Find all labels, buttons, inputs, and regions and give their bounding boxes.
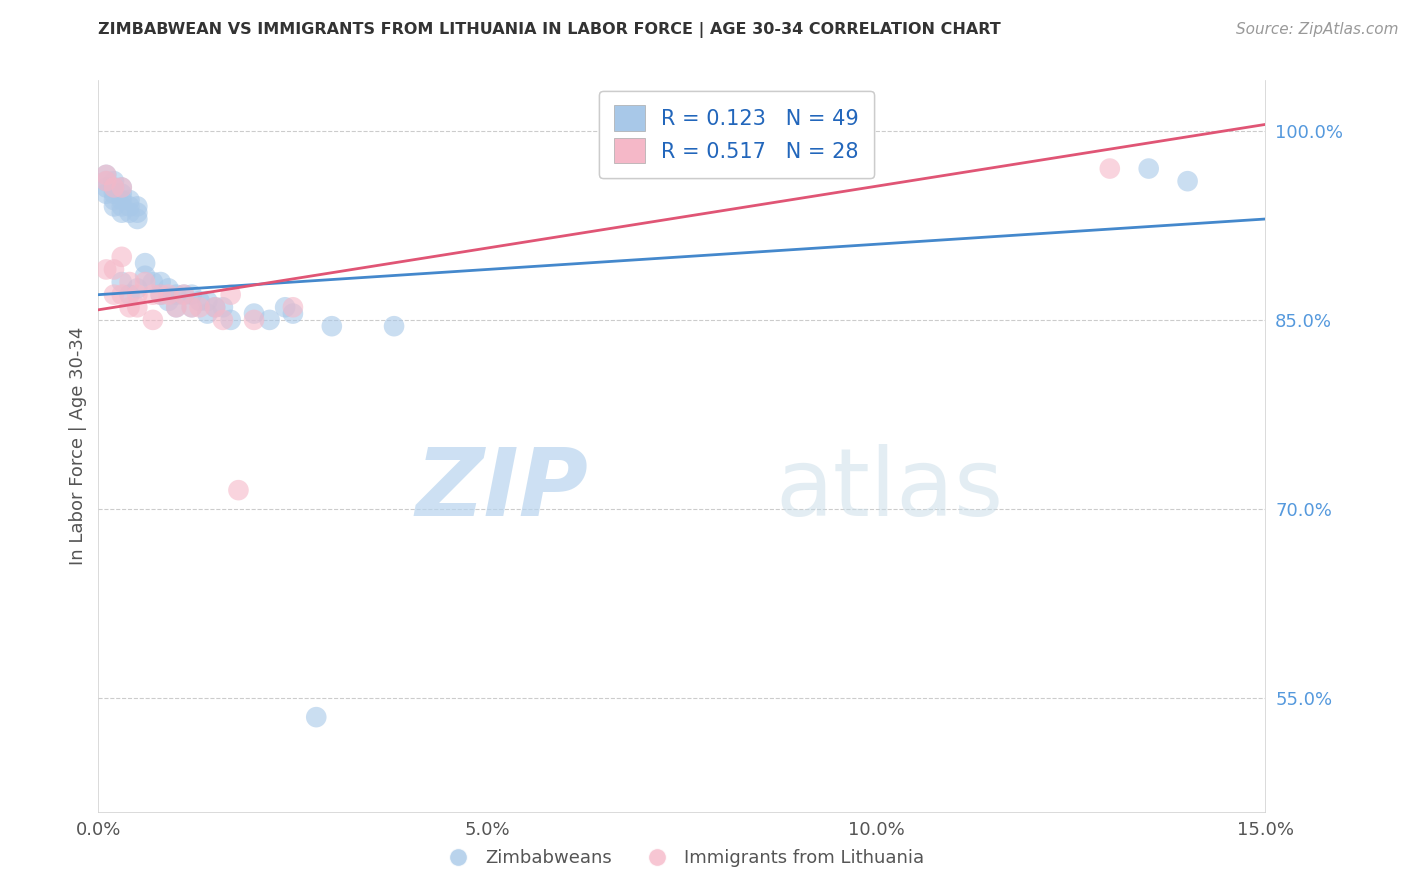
Point <box>118 300 141 314</box>
Point <box>118 199 141 213</box>
Point <box>281 300 304 314</box>
Point <box>305 710 328 724</box>
Point <box>142 313 165 327</box>
Point <box>127 199 149 213</box>
Point <box>103 174 125 188</box>
Text: atlas: atlas <box>775 444 1004 536</box>
Point <box>118 205 141 219</box>
Point <box>142 275 165 289</box>
Point <box>127 287 149 301</box>
Point <box>274 300 297 314</box>
Text: ZIMBABWEAN VS IMMIGRANTS FROM LITHUANIA IN LABOR FORCE | AGE 30-34 CORRELATION C: ZIMBABWEAN VS IMMIGRANTS FROM LITHUANIA … <box>98 22 1001 38</box>
Point <box>188 293 211 308</box>
Point <box>134 275 156 289</box>
Point <box>243 313 266 327</box>
Point <box>212 313 235 327</box>
Point <box>103 180 125 194</box>
Point <box>259 313 281 327</box>
Point <box>149 287 172 301</box>
Point <box>219 313 242 327</box>
Point <box>103 262 125 277</box>
Text: ZIP: ZIP <box>416 444 589 536</box>
Point <box>204 300 226 314</box>
Point <box>96 180 118 194</box>
Y-axis label: In Labor Force | Age 30-34: In Labor Force | Age 30-34 <box>69 326 87 566</box>
Point <box>204 300 226 314</box>
Point <box>134 256 156 270</box>
Point <box>173 287 195 301</box>
Point <box>103 287 125 301</box>
Point <box>96 174 118 188</box>
Text: Source: ZipAtlas.com: Source: ZipAtlas.com <box>1236 22 1399 37</box>
Point <box>111 199 134 213</box>
Legend: R = 0.123   N = 49, R = 0.517   N = 28: R = 0.123 N = 49, R = 0.517 N = 28 <box>599 91 873 178</box>
Point <box>111 287 134 301</box>
Point <box>134 268 156 283</box>
Point <box>111 250 134 264</box>
Point <box>111 193 134 207</box>
Point <box>157 293 180 308</box>
Point <box>103 199 125 213</box>
Point <box>243 307 266 321</box>
Point <box>96 186 118 201</box>
Point <box>1137 161 1160 176</box>
Point <box>96 168 118 182</box>
Point <box>118 287 141 301</box>
Point <box>281 307 304 321</box>
Point <box>188 300 211 314</box>
Point <box>149 287 172 301</box>
Point <box>228 483 250 497</box>
Point <box>321 319 343 334</box>
Point <box>127 212 149 227</box>
Point <box>165 300 187 314</box>
Point <box>127 281 149 295</box>
Point <box>118 193 141 207</box>
Point <box>195 307 218 321</box>
Point <box>111 180 134 194</box>
Point <box>1177 174 1199 188</box>
Point <box>142 287 165 301</box>
Point <box>1098 161 1121 176</box>
Point <box>127 205 149 219</box>
Point <box>212 300 235 314</box>
Point <box>96 262 118 277</box>
Point <box>111 186 134 201</box>
Point <box>165 287 187 301</box>
Point <box>111 275 134 289</box>
Point <box>382 319 405 334</box>
Point <box>96 174 118 188</box>
Point <box>219 287 242 301</box>
Point <box>195 293 218 308</box>
Point <box>103 193 125 207</box>
Point <box>118 275 141 289</box>
Point <box>103 186 125 201</box>
Point <box>103 180 125 194</box>
Point <box>149 275 172 289</box>
Point <box>157 287 180 301</box>
Point <box>157 281 180 295</box>
Point <box>180 300 202 314</box>
Point <box>111 180 134 194</box>
Legend: Zimbabweans, Immigrants from Lithuania: Zimbabweans, Immigrants from Lithuania <box>433 842 931 874</box>
Point <box>111 205 134 219</box>
Point <box>180 300 202 314</box>
Point <box>127 300 149 314</box>
Point <box>96 168 118 182</box>
Point <box>173 287 195 301</box>
Point <box>165 300 187 314</box>
Point <box>180 287 202 301</box>
